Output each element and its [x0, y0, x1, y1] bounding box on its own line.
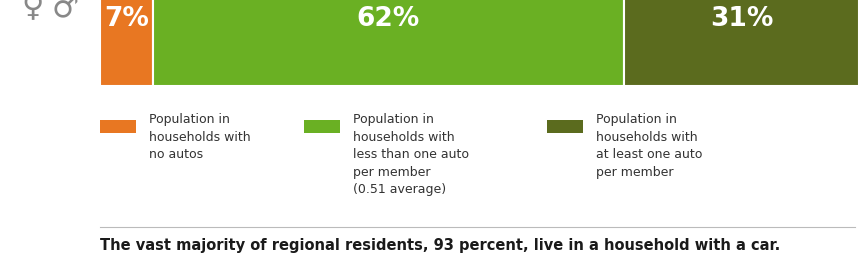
Bar [153, 0, 624, 86]
Text: Population in
households with
at least one auto
per member: Population in households with at least o… [596, 113, 703, 179]
Bar [624, 0, 859, 86]
Bar [304, 120, 340, 133]
Text: Population in
households with
less than one auto
per member
(0.51 average): Population in households with less than … [353, 113, 470, 196]
Text: The vast majority of regional residents, 93 percent, live in a household with a : The vast majority of regional residents,… [100, 238, 780, 253]
Text: ♂: ♂ [51, 0, 79, 23]
Text: 31%: 31% [710, 6, 773, 32]
Text: 7%: 7% [104, 6, 148, 32]
Bar [547, 120, 583, 133]
Text: 62%: 62% [357, 6, 420, 32]
Text: ♀: ♀ [22, 0, 44, 23]
Bar [100, 0, 153, 86]
Text: Population in
households with
no autos: Population in households with no autos [149, 113, 251, 161]
Bar [100, 120, 136, 133]
